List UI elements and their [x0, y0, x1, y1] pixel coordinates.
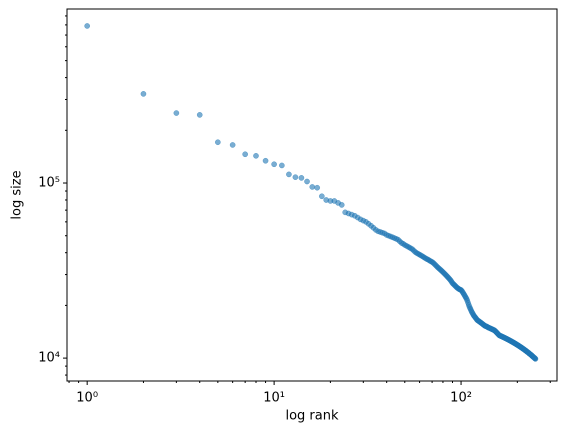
- point: [314, 184, 321, 191]
- y-tick-label: 10⁴: [38, 351, 60, 366]
- x-axis-label: log rank: [285, 409, 339, 424]
- point: [309, 184, 316, 190]
- point: [292, 174, 299, 181]
- x-tick-label: 10²: [450, 391, 472, 406]
- point: [271, 161, 277, 168]
- point: [338, 202, 345, 208]
- point: [318, 193, 325, 200]
- x-tick-label: 10⁰: [76, 391, 98, 406]
- point: [173, 110, 180, 116]
- point: [140, 91, 147, 97]
- point: [214, 139, 221, 146]
- point: [532, 356, 539, 362]
- x-tick-label: 10¹: [263, 391, 285, 406]
- point: [298, 175, 305, 181]
- y-tick-label: 10⁵: [38, 176, 60, 191]
- point: [286, 171, 292, 178]
- point: [262, 157, 269, 164]
- point: [279, 162, 285, 169]
- point: [242, 151, 249, 158]
- point: [84, 23, 91, 29]
- plot-frame: [66, 8, 558, 382]
- point: [304, 178, 310, 185]
- point: [253, 152, 259, 159]
- point: [196, 112, 203, 118]
- point: [229, 142, 236, 148]
- y-axis-label: log size: [10, 170, 25, 219]
